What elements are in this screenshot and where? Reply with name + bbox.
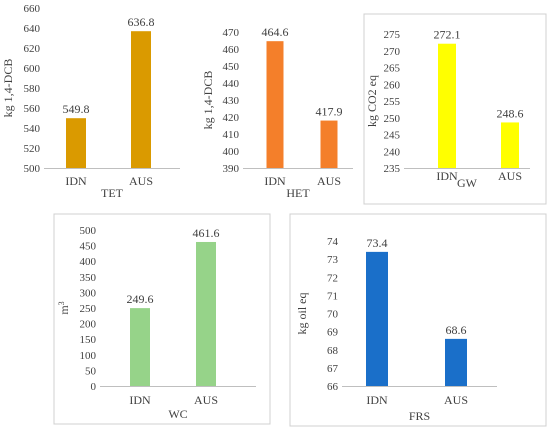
y-tick-label: 390 (223, 163, 240, 175)
chart-frs: 66 67 68 69 70 71 72 73 74 73.4 IDN 68.6 AUS FRS kg oi… (289, 213, 547, 427)
y-tick-label: 640 (24, 23, 41, 35)
y-tick-label: 67 (327, 363, 339, 375)
y-tick-label: 500 (24, 163, 41, 175)
data-label: 461.6 (193, 226, 220, 240)
chart-frame (289, 213, 547, 427)
x-tick-label: AUS (317, 174, 341, 188)
y-tick-label: 260 (384, 79, 401, 91)
y-tick-label: 71 (327, 290, 338, 302)
x-tick-label: AUS (129, 174, 153, 188)
y-tick-label: 580 (24, 83, 41, 95)
data-label: 464.6 (262, 25, 289, 39)
bar-aus (131, 31, 151, 169)
x-tick-label: AUS (194, 393, 218, 407)
y-tick-label: 470 (223, 27, 240, 39)
y-tick-label: 250 (80, 303, 97, 315)
chart-frame (53, 213, 271, 425)
y-tick-label: 72 (327, 272, 338, 284)
y-tick-label: 73 (327, 254, 339, 266)
data-label: 549.8 (63, 102, 90, 116)
chart-title: FRS (409, 409, 430, 423)
y-tick-label: 50 (85, 365, 97, 377)
y-tick-label: 245 (384, 130, 401, 142)
y-tick-label: 235 (384, 163, 401, 175)
y-tick-label: 100 (80, 350, 97, 362)
y-tick-label: 450 (223, 61, 240, 73)
y-tick-label: 420 (223, 112, 240, 124)
y-tick-label: 600 (24, 63, 41, 75)
x-tick-label: IDN (436, 169, 458, 183)
y-tick-label: 270 (384, 46, 401, 58)
x-tick-label: IDN (264, 174, 286, 188)
y-tick-label: 255 (384, 96, 401, 108)
y-tick-label: 68 (327, 345, 339, 357)
y-tick-label: 74 (327, 236, 339, 248)
y-tick-label: 500 (80, 225, 97, 237)
y-axis-label: kg oil eq (295, 293, 309, 335)
y-tick-label: 400 (80, 256, 97, 268)
data-label: 417.9 (316, 105, 343, 119)
data-label: 636.8 (128, 15, 155, 29)
y-tick-label: 265 (384, 63, 401, 75)
unit-superscript: 3 (57, 301, 66, 305)
x-tick-label: AUS (444, 393, 468, 407)
chart-title: HET (286, 186, 310, 200)
y-tick-label: 400 (223, 146, 240, 158)
bar-aus (445, 338, 467, 386)
y-axis-label: kg 1,4-DCB (201, 71, 215, 130)
y-tick-label: 300 (80, 287, 97, 299)
y-tick-label: 520 (24, 143, 41, 155)
y-tick-label: 560 (24, 103, 41, 115)
y-tick-label: 0 (91, 381, 97, 393)
y-axis-label: kg CO2 eq (365, 75, 379, 127)
y-tick-label: 540 (24, 123, 41, 135)
data-label: 249.6 (127, 292, 154, 306)
y-axis-label: kg 1,4-DCB (1, 59, 15, 118)
bar-idn (66, 118, 86, 168)
x-tick-label: IDN (129, 393, 151, 407)
y-tick-label: 430 (223, 95, 240, 107)
data-label: 73.4 (367, 236, 388, 250)
y-tick-label: 150 (80, 334, 97, 346)
bar-idn (366, 251, 388, 386)
chart-title: TET (101, 186, 124, 200)
chart-title: GW (457, 176, 478, 190)
chart-het: 390 400 410 420 430 440 450 460 470 464.6 IDN 417.9… (201, 25, 353, 200)
chart-title: WC (168, 407, 187, 421)
bar-aus (320, 120, 338, 168)
y-tick-label: 275 (384, 29, 401, 41)
y-tick-label: 440 (223, 78, 240, 90)
y-tick-label: 450 (80, 241, 97, 253)
y-tick-label: 70 (327, 309, 339, 321)
y-tick-label: 240 (384, 146, 401, 158)
chart-frame (363, 13, 547, 205)
bar-aus (196, 241, 216, 386)
y-axis-label: m3 (57, 301, 72, 314)
y-tick-label: 660 (24, 3, 41, 15)
y-tick-label: 410 (223, 129, 240, 141)
bar-aus (501, 122, 519, 168)
bar-idn (438, 43, 456, 169)
x-tick-label: IDN (366, 393, 388, 407)
chart-wc: 0 50 100 150 200 250 300 350 400 450 500 249.6 IDN 46… (53, 213, 271, 425)
y-tick-label: 69 (327, 327, 339, 339)
chart-gw: 235 240 245 250 255 260 265 270 275 272.1 IDN 248.6… (363, 13, 547, 205)
data-label: 272.1 (434, 28, 461, 42)
data-label: 248.6 (497, 106, 524, 120)
y-tick-label: 460 (223, 44, 240, 56)
x-tick-label: AUS (498, 169, 522, 183)
x-tick-label: IDN (65, 174, 87, 188)
y-tick-label: 66 (327, 381, 339, 393)
y-tick-label: 350 (80, 272, 97, 284)
data-label: 68.6 (446, 323, 467, 337)
y-tick-label: 620 (24, 43, 41, 55)
bar-idn (130, 308, 150, 386)
chart-tet: 500 520 540 560 580 600 620 640 660 549.8 IDN 636.8… (1, 3, 180, 200)
bar-idn (266, 41, 284, 168)
y-tick-label: 250 (384, 113, 401, 125)
y-tick-label: 200 (80, 319, 97, 331)
